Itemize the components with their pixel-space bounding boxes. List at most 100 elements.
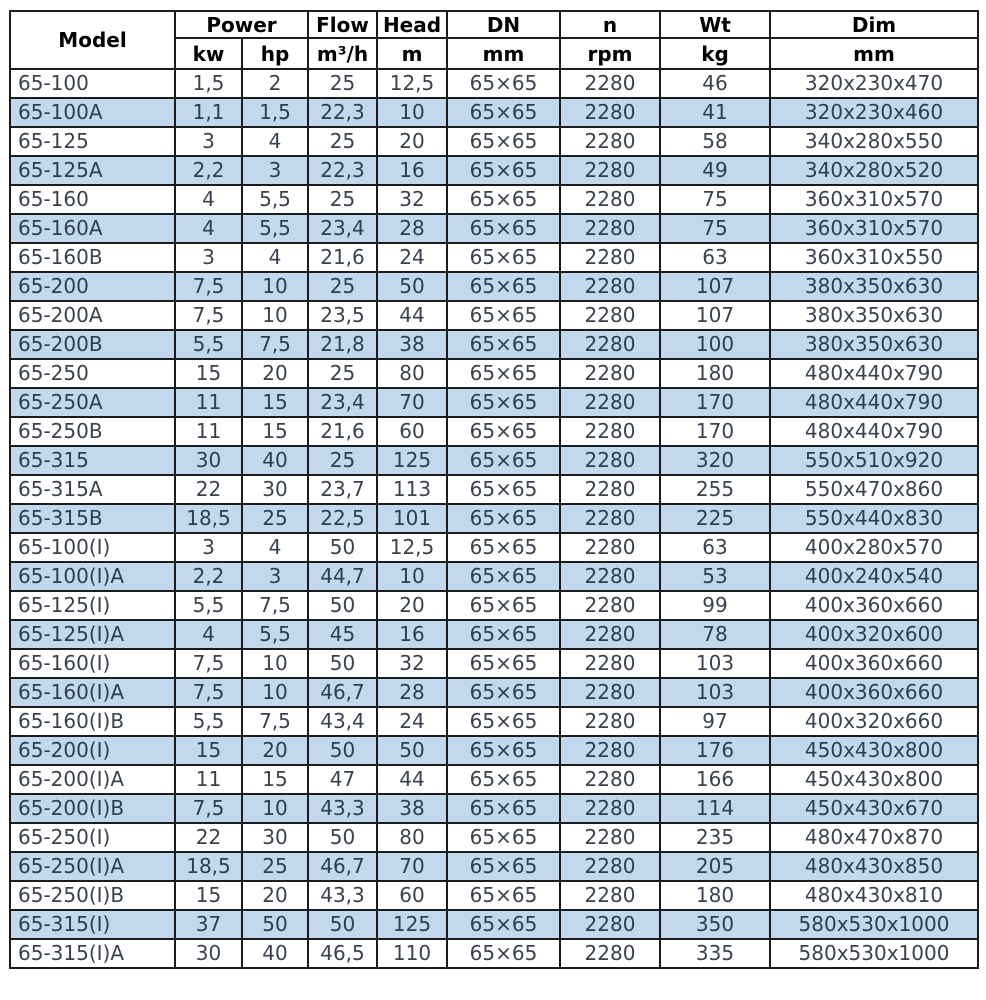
cell-dn: 65×65 bbox=[446, 329, 561, 360]
cell-hp: 15 bbox=[241, 387, 309, 418]
table-row: 65-200(I)A 11 15 47 44 65×65 2280 166 450x430x80… bbox=[9, 764, 979, 795]
cell-rpm: 2280 bbox=[559, 764, 661, 795]
cell-head: 60 bbox=[376, 416, 448, 447]
cell-hp: 25 bbox=[241, 851, 309, 882]
cell-kw: 30 bbox=[174, 445, 243, 476]
cell-hp: 10 bbox=[241, 677, 309, 708]
cell-dn: 65×65 bbox=[446, 648, 561, 679]
cell-dim: 400x360x660 bbox=[769, 590, 979, 621]
cell-kw: 11 bbox=[174, 764, 243, 795]
cell-wt: 107 bbox=[659, 271, 771, 302]
cell-wt: 63 bbox=[659, 242, 771, 273]
cell-dn: 65×65 bbox=[446, 213, 561, 244]
cell-hp: 3 bbox=[241, 155, 309, 186]
cell-model: 65-100(I) bbox=[9, 532, 176, 563]
cell-dim: 550x440x830 bbox=[769, 503, 979, 534]
cell-rpm: 2280 bbox=[559, 329, 661, 360]
cell-model: 65-250(I)B bbox=[9, 880, 176, 911]
cell-flow: 21,6 bbox=[307, 416, 378, 447]
cell-flow: 25 bbox=[307, 445, 378, 476]
cell-model: 65-125(I)A bbox=[9, 619, 176, 650]
cell-flow: 23,4 bbox=[307, 213, 378, 244]
cell-model: 65-200 bbox=[9, 271, 176, 302]
table-row: 65-125(I)A 4 5,5 45 16 65×65 2280 78 400x320x600 bbox=[9, 619, 979, 650]
cell-dim: 480x430x810 bbox=[769, 880, 979, 911]
cell-rpm: 2280 bbox=[559, 126, 661, 157]
cell-model: 65-250 bbox=[9, 358, 176, 389]
cell-dim: 450x430x800 bbox=[769, 764, 979, 795]
table-row: 65-160(I) 7,5 10 50 32 65×65 2280 103 400x360x66… bbox=[9, 648, 979, 679]
cell-flow: 43,3 bbox=[307, 793, 378, 824]
cell-model: 65-125(I) bbox=[9, 590, 176, 621]
cell-dn: 65×65 bbox=[446, 503, 561, 534]
unit-header-flow: m³/h bbox=[307, 37, 378, 70]
cell-dn: 65×65 bbox=[446, 184, 561, 215]
table-row: 65-315B 18,5 25 22,5 101 65×65 2280 225 550x440x… bbox=[9, 503, 979, 534]
cell-dn: 65×65 bbox=[446, 909, 561, 940]
cell-flow: 23,7 bbox=[307, 474, 378, 505]
table-header: Model Power Flow Head DN n Wt Dim kw hp … bbox=[9, 10, 979, 70]
cell-kw: 11 bbox=[174, 416, 243, 447]
cell-dim: 400x280x570 bbox=[769, 532, 979, 563]
cell-hp: 10 bbox=[241, 271, 309, 302]
cell-dim: 360x310x550 bbox=[769, 242, 979, 273]
cell-head: 44 bbox=[376, 764, 448, 795]
cell-kw: 1,1 bbox=[174, 97, 243, 128]
table-row: 65-160(I)B 5,5 7,5 43,4 24 65×65 2280 97 400x320… bbox=[9, 706, 979, 737]
cell-kw: 22 bbox=[174, 822, 243, 853]
cell-head: 80 bbox=[376, 358, 448, 389]
cell-rpm: 2280 bbox=[559, 242, 661, 273]
cell-flow: 22,3 bbox=[307, 97, 378, 128]
cell-flow: 21,6 bbox=[307, 242, 378, 273]
cell-flow: 45 bbox=[307, 619, 378, 650]
cell-head: 125 bbox=[376, 445, 448, 476]
cell-dim: 380x350x630 bbox=[769, 300, 979, 331]
cell-wt: 103 bbox=[659, 677, 771, 708]
cell-wt: 58 bbox=[659, 126, 771, 157]
cell-wt: 49 bbox=[659, 155, 771, 186]
table-row: 65-200A 7,5 10 23,5 44 65×65 2280 107 380x350x63… bbox=[9, 300, 979, 331]
cell-hp: 20 bbox=[241, 735, 309, 766]
cell-dn: 65×65 bbox=[446, 242, 561, 273]
cell-wt: 103 bbox=[659, 648, 771, 679]
cell-head: 16 bbox=[376, 155, 448, 186]
cell-flow: 46,7 bbox=[307, 851, 378, 882]
cell-model: 65-315 bbox=[9, 445, 176, 476]
cell-rpm: 2280 bbox=[559, 387, 661, 418]
cell-dim: 480x440x790 bbox=[769, 416, 979, 447]
table-row: 65-100A 1,1 1,5 22,3 10 65×65 2280 41 320x230x46… bbox=[9, 97, 979, 128]
cell-dim: 450x430x670 bbox=[769, 793, 979, 824]
table-row: 65-250(I)B 15 20 43,3 60 65×65 2280 180 480x430x… bbox=[9, 880, 979, 911]
cell-head: 80 bbox=[376, 822, 448, 853]
cell-dim: 400x360x660 bbox=[769, 677, 979, 708]
cell-model: 65-200B bbox=[9, 329, 176, 360]
cell-hp: 30 bbox=[241, 474, 309, 505]
col-header-wt: Wt bbox=[659, 10, 771, 39]
cell-kw: 30 bbox=[174, 938, 243, 969]
cell-dn: 65×65 bbox=[446, 474, 561, 505]
col-header-head: Head bbox=[376, 10, 448, 39]
table-row: 65-250A 11 15 23,4 70 65×65 2280 170 480x440x790 bbox=[9, 387, 979, 418]
cell-flow: 50 bbox=[307, 822, 378, 853]
cell-kw: 5,5 bbox=[174, 590, 243, 621]
cell-wt: 255 bbox=[659, 474, 771, 505]
cell-rpm: 2280 bbox=[559, 735, 661, 766]
cell-model: 65-160 bbox=[9, 184, 176, 215]
cell-kw: 15 bbox=[174, 735, 243, 766]
cell-flow: 23,4 bbox=[307, 387, 378, 418]
cell-model: 65-200(I)A bbox=[9, 764, 176, 795]
cell-dn: 65×65 bbox=[446, 764, 561, 795]
cell-head: 50 bbox=[376, 271, 448, 302]
cell-kw: 4 bbox=[174, 619, 243, 650]
cell-dn: 65×65 bbox=[446, 938, 561, 969]
cell-rpm: 2280 bbox=[559, 793, 661, 824]
table-row: 65-315A 22 30 23,7 113 65×65 2280 255 550x470x86… bbox=[9, 474, 979, 505]
cell-rpm: 2280 bbox=[559, 474, 661, 505]
cell-wt: 205 bbox=[659, 851, 771, 882]
cell-model: 65-100(I)A bbox=[9, 561, 176, 592]
cell-head: 32 bbox=[376, 648, 448, 679]
cell-wt: 97 bbox=[659, 706, 771, 737]
cell-wt: 78 bbox=[659, 619, 771, 650]
cell-kw: 7,5 bbox=[174, 271, 243, 302]
